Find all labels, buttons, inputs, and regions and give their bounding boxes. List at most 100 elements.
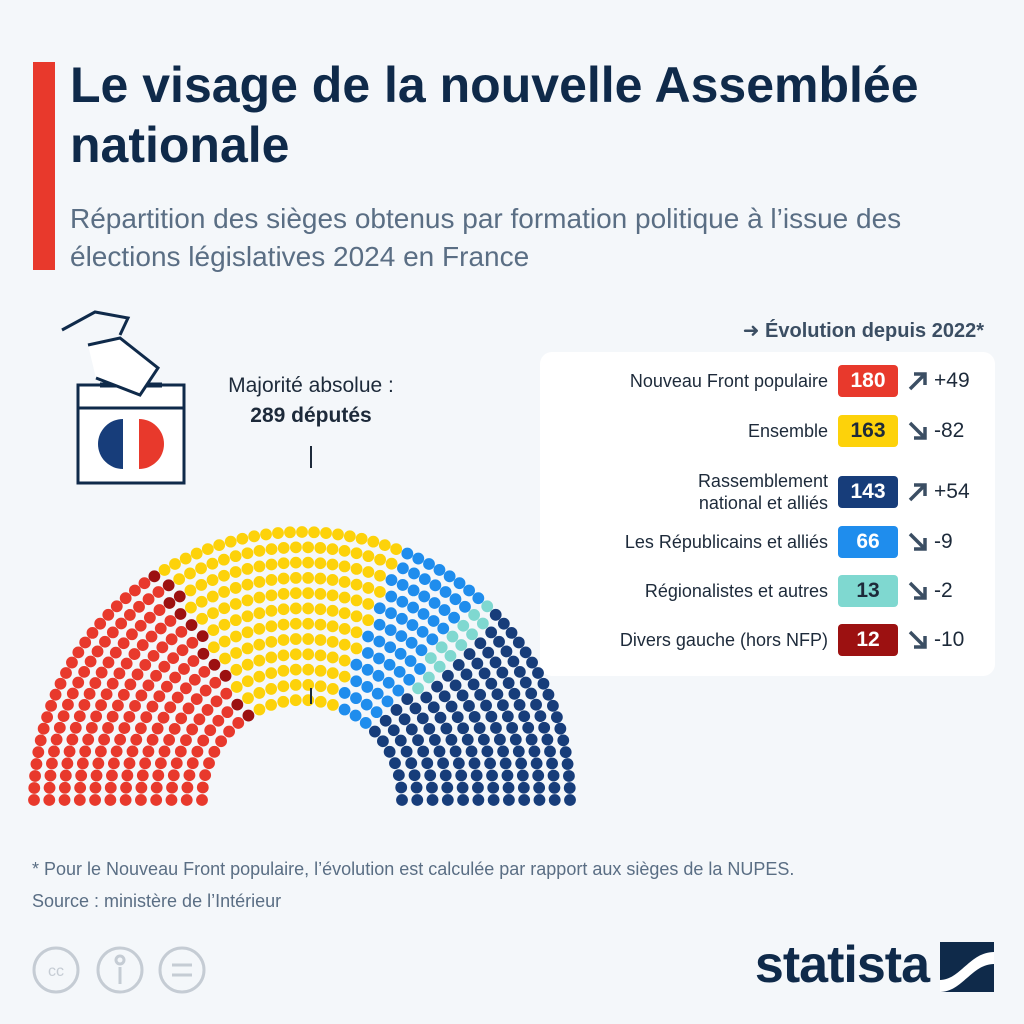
seat [32, 746, 45, 759]
seat [209, 676, 222, 689]
seat [381, 695, 394, 708]
seat [186, 723, 199, 736]
seat-badge: 66 [838, 526, 898, 558]
seat [123, 710, 136, 723]
seat [442, 669, 454, 682]
seat [220, 687, 233, 700]
seat [362, 582, 375, 594]
seat [438, 690, 451, 703]
seat [461, 733, 474, 746]
seat [428, 597, 441, 609]
seat [427, 615, 440, 627]
seat [203, 757, 215, 770]
seat [373, 652, 385, 665]
seat [374, 569, 386, 582]
seat [82, 733, 95, 746]
brand-logo [940, 942, 994, 992]
seat [457, 794, 469, 806]
seat [468, 609, 481, 621]
seat [484, 757, 497, 770]
seat [541, 733, 554, 746]
seat [466, 628, 478, 641]
seat-badge: 12 [838, 624, 898, 656]
legend-row: Ensemble 163 -82 [540, 415, 995, 447]
seat [174, 745, 187, 758]
seat [289, 541, 302, 554]
seat [106, 626, 119, 639]
seat [542, 688, 555, 701]
seat [424, 769, 437, 782]
seat [174, 608, 187, 620]
seat [478, 667, 491, 680]
seat [383, 658, 396, 671]
seat [493, 733, 506, 746]
change-arrow [908, 532, 927, 551]
seat [395, 630, 408, 643]
change-label: -2 [934, 579, 953, 602]
seat [180, 734, 192, 747]
change-arrow [908, 372, 927, 391]
seat [385, 557, 398, 570]
seat [241, 626, 254, 639]
seat [412, 734, 424, 747]
seat [544, 745, 556, 758]
seat [314, 557, 327, 570]
seat [326, 683, 339, 695]
seat [207, 624, 220, 636]
seat [338, 591, 351, 604]
change-arrow [908, 421, 927, 440]
seat [326, 620, 339, 633]
seat [533, 781, 546, 794]
seat [175, 712, 188, 725]
seat [164, 701, 177, 714]
seat [459, 600, 471, 613]
seat [90, 710, 103, 723]
seat [260, 528, 272, 541]
seat [525, 687, 538, 700]
seat [404, 655, 417, 667]
seat [69, 721, 82, 734]
seat-badge: 180 [838, 365, 898, 397]
seat [66, 687, 79, 700]
legend-box [540, 352, 995, 676]
seat [433, 564, 446, 576]
seat [374, 553, 386, 566]
seat [314, 588, 327, 600]
seat [112, 699, 124, 712]
seat [219, 669, 232, 682]
seat [477, 733, 490, 746]
seat [314, 695, 327, 708]
seat [338, 638, 351, 651]
seat [94, 745, 107, 758]
seat [232, 717, 245, 729]
seat [302, 617, 315, 630]
seat [349, 709, 362, 722]
seat [241, 610, 254, 623]
seat [167, 769, 180, 782]
seat [371, 687, 384, 700]
seat [34, 734, 47, 747]
accent-bar [33, 62, 55, 270]
seat [123, 757, 136, 770]
seat [277, 542, 290, 554]
seat [468, 710, 481, 723]
seat [197, 734, 210, 747]
seat [28, 782, 41, 794]
seat [196, 781, 209, 794]
seat [289, 694, 302, 707]
license-icons: cc [32, 946, 206, 994]
seat [150, 669, 162, 682]
seat [54, 677, 67, 690]
seat [241, 594, 254, 607]
seat [355, 532, 368, 545]
seat [277, 680, 290, 693]
seat [456, 781, 469, 794]
seat [230, 630, 242, 643]
seat [481, 745, 494, 758]
seat [506, 721, 519, 734]
seat [196, 794, 208, 806]
seat [61, 757, 74, 770]
seat [229, 598, 242, 610]
seat [497, 699, 509, 712]
